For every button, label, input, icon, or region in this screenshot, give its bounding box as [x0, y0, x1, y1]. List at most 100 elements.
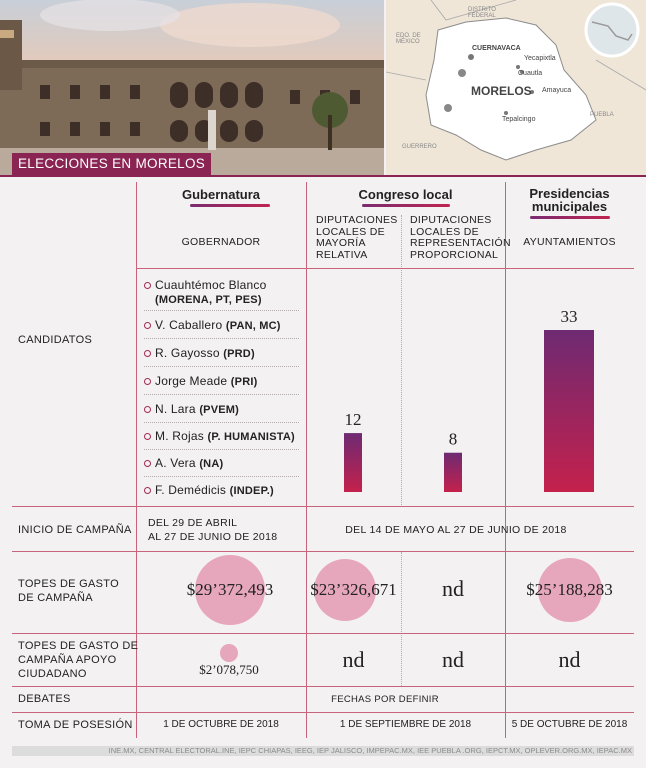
bullet-icon: [144, 460, 151, 468]
grid-col-1: [136, 182, 137, 738]
candidate-party: (INDEP.): [229, 485, 274, 497]
grid-col-3-dotted-2: [401, 552, 402, 686]
seat-bar: [344, 433, 362, 492]
inicio-gubernatura: DEL 29 DE ABRIL AL 27 DE JUNIO DE 2018: [148, 516, 277, 544]
row-label-apoyo-line-1: TOPES DE GASTO DE: [18, 640, 139, 652]
candidate-divider: [144, 338, 299, 339]
candidate-divider: [144, 476, 299, 477]
seat-bar-value: 12: [345, 410, 362, 429]
map-neighbor-df: DISTRITO FEDERAL: [468, 7, 496, 19]
row-label-topes-line-2: DE CAMPAÑA: [18, 592, 93, 604]
seat-bar-value: 33: [561, 307, 578, 326]
bullet-icon: [144, 433, 151, 441]
topes-ayuntamientos: $25’188,283: [526, 580, 613, 599]
bullet-icon: [144, 378, 151, 386]
map-neighbor-edomex: EDO. DE MÉXICO: [396, 33, 421, 45]
palace-illustration: [0, 0, 384, 176]
candidate-divider: [144, 449, 299, 450]
grid-col-2: [306, 182, 307, 738]
debates-value: FECHAS POR DEFINIR: [331, 694, 439, 705]
candidate-name: A. Vera: [155, 456, 196, 470]
candidate-name: M. Rojas: [155, 429, 204, 443]
bullet-icon: [144, 487, 151, 495]
grid-row-1: [136, 268, 634, 269]
inicio-gubernatura-line-2: AL 27 DE JUNIO DE 2018: [148, 531, 278, 543]
spending-bubble: [195, 555, 265, 625]
candidate-divider: [144, 310, 299, 311]
inicio-gubernatura-line-1: DEL 29 DE ABRIL: [148, 517, 238, 529]
candidate-name: V. Caballero: [155, 318, 223, 332]
candidate-party: (PRI): [230, 376, 258, 388]
row-label-candidatos: CANDIDATOS: [18, 334, 93, 346]
map-neighbor-guerrero: GUERRERO: [402, 144, 437, 150]
bullet-icon: [144, 406, 151, 414]
grid-row-6: [12, 712, 634, 713]
underline-presidencias: [530, 216, 610, 219]
row-label-debates: DEBATES: [18, 693, 71, 705]
subheader-mayoria: DIPUTACIONES LOCALES DE MAYORÍA RELATIVA: [316, 214, 398, 261]
candidate-item: F. Demédicis (INDEP.): [144, 483, 274, 497]
row-label-apoyo-line-2: CAMPAÑA APOYO: [18, 654, 117, 666]
candidate-divider: [144, 366, 299, 367]
row-label-topes: TOPES DE GASTO DE CAMPAÑA: [18, 577, 119, 605]
banner-bottom-rule: [0, 175, 646, 177]
map-neighbor-puebla: PUEBLA: [590, 112, 614, 118]
grid-col-3-dotted: [401, 215, 402, 505]
banner-photo: [0, 0, 384, 176]
apoyo-rp: nd: [442, 647, 464, 672]
inicio-congreso-ayuntamientos: DEL 14 DE MAYO AL 27 DE JUNIO DE 2018: [345, 524, 567, 536]
candidate-party: (NA): [199, 458, 224, 470]
candidate-party: (P. HUMANISTA): [207, 431, 295, 443]
grid-row-4: [12, 633, 634, 634]
row-label-toma: TOMA DE POSESIÓN: [18, 719, 133, 731]
grid-row-2: [12, 506, 634, 507]
grid-col-4: [505, 182, 506, 738]
candidate-item: A. Vera (NA): [144, 456, 223, 470]
header-presidencias-2: municipales: [531, 199, 608, 214]
candidate-party: (PAN, MC): [225, 320, 281, 332]
seat-bar: [444, 452, 462, 492]
map-state-label: MORELOS: [471, 84, 532, 98]
row-label-topes-line-1: TOPES DE GASTO: [18, 578, 119, 590]
map-city-yecapixtla: Yecapixtla: [524, 55, 556, 62]
spending-bubble: [219, 643, 239, 663]
subheader-mayoria-line-4: RELATIVA: [316, 248, 368, 261]
underline-gubernatura: [190, 204, 270, 207]
toma-ayuntamientos: 5 DE OCTUBRE DE 2018: [511, 719, 628, 730]
subheader-rp-line-3: REPRESENTACIÓN: [410, 237, 511, 249]
spending-bubble: [537, 557, 603, 623]
candidate-party: (PVEM): [199, 404, 240, 416]
underline-congreso: [362, 204, 450, 207]
source-bar: [12, 746, 634, 756]
subheader-ayuntamientos: AYUNTAMIENTOS: [523, 236, 616, 248]
grid-row-5: [12, 686, 634, 687]
apoyo-ayuntamientos: nd: [558, 647, 581, 672]
bullet-icon: [144, 282, 151, 290]
header-congreso: Congreso local: [358, 187, 453, 202]
apoyo-mayoria: nd: [342, 647, 365, 672]
map-city-tepalcingo: Tepalcingo: [502, 116, 536, 123]
subheader-rp-line-1: DIPUTACIONES: [410, 214, 492, 226]
candidate-party: (MORENA, PT, PES): [155, 294, 262, 306]
seat-bar: [544, 330, 594, 492]
source-text: INE.MX, CENTRAL ELECTORAL.INE, IEPC CHIA…: [108, 746, 632, 755]
toma-congreso: 1 DE SEPTIEMBRE DE 2018: [339, 719, 472, 730]
banner-title: ELECCIONES EN MORELOS: [18, 156, 206, 171]
subheader-mayoria-line-3: MAYORÍA: [316, 237, 366, 249]
topes-rp: nd: [442, 576, 464, 601]
candidate-name: F. Demédicis: [155, 483, 227, 497]
subheader-gobernador: GOBERNADOR: [181, 236, 261, 248]
row-label-inicio: INICIO DE CAMPAÑA: [18, 524, 132, 536]
map-panel: MORELOS CUERNAVACA Yecapixtla Cuautla Am…: [386, 0, 646, 176]
subheader-mayoria-line-1: DIPUTACIONES: [316, 214, 398, 226]
map-city-cuernavaca: CUERNAVACA: [472, 45, 521, 52]
bullet-icon: [144, 322, 151, 330]
seats-bar-chart: 12 8 33: [344, 307, 594, 492]
map-city-amayuca: Amayuca: [542, 87, 572, 94]
subheader-rp: DIPUTACIONES LOCALES DE REPRESENTACIÓN P…: [410, 214, 511, 261]
candidate-name: Jorge Meade: [155, 374, 228, 388]
candidate-item: Cuauhtémoc Blanco (MORENA, PT, PES): [144, 278, 266, 307]
banner-title-box: ELECCIONES EN MORELOS: [12, 153, 212, 176]
seat-bar-value: 8: [449, 430, 458, 449]
row-label-apoyo-line-3: CIUDADANO: [18, 668, 87, 680]
